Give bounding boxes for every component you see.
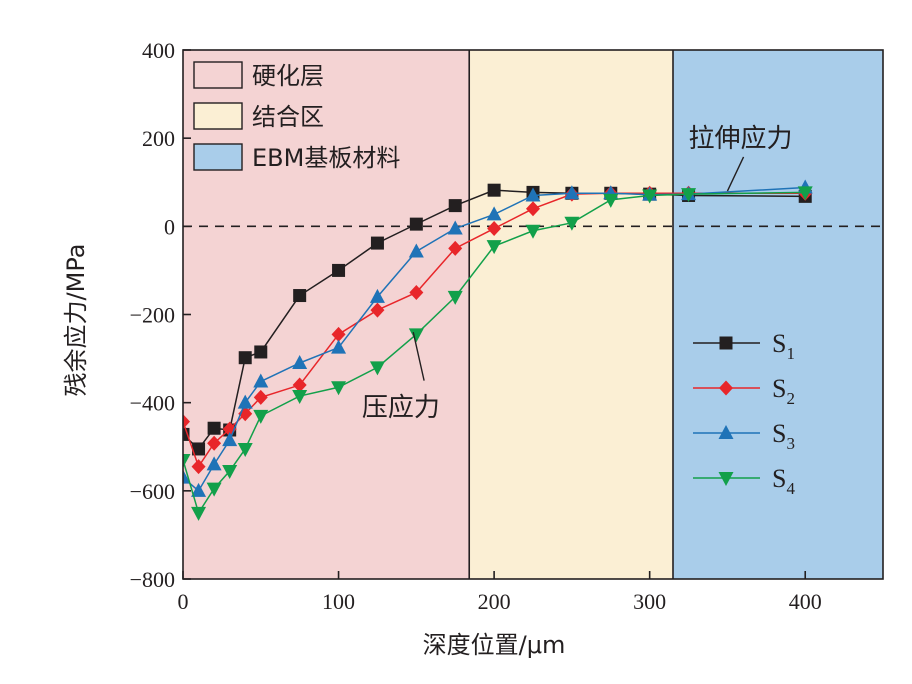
series-1-point [183,427,190,441]
x-tick-label: 200 [478,589,511,614]
y-tick-label: −600 [130,479,175,504]
series-4-point [222,464,238,479]
series-4-point [237,442,253,457]
region-legend-swatch [193,102,243,130]
series-3-point [237,394,253,409]
series-4-point [564,216,580,231]
series-4-point [191,506,207,521]
y-tick-label: 400 [142,38,175,63]
series-4-point [183,453,191,468]
y-axis-title: 残余应力/MPa [62,244,90,397]
y-tick-label: −200 [130,303,175,328]
series-4-point [253,409,269,424]
series-4-point [447,290,463,305]
region-legend-label: 结合区 [252,103,324,131]
series-1-point [207,421,221,435]
x-axis-title: 深度位置/μm [423,631,566,659]
series-1-point [332,263,346,277]
annotation-tensile: 拉伸应力 [689,124,793,154]
series-4-point [525,224,541,239]
x-tick-label: 0 [178,589,189,614]
y-tick-label: 200 [142,126,175,151]
annotation-compressive: 压应力 [362,393,440,423]
region-legend-swatch [193,61,243,89]
x-tick-label: 300 [633,589,666,614]
x-tick-label: 400 [789,589,822,614]
series-3-point [525,187,541,202]
series-2-point [292,377,307,393]
y-tick-label: 0 [164,214,175,239]
x-tick-label: 100 [322,589,355,614]
series-legend-marker [719,380,733,396]
series-3-point [253,373,269,388]
series-legend-marker [719,336,733,350]
series-1-point [254,345,268,359]
series-2-point [526,201,540,217]
series-3-point [447,220,463,235]
region-legend-label: EBM基板材料 [252,144,400,172]
series-4-point [642,189,658,204]
series-2-point [448,240,463,256]
region-2-band [469,50,673,579]
series-legend-marker [718,472,734,486]
region-1-band [183,50,470,579]
series-4-point [681,188,697,203]
series-3-point [331,339,347,354]
region-dividers [468,50,674,579]
series-2-point [183,414,190,430]
series-3-point [408,243,424,258]
series-4-point [369,361,385,376]
series-2-point [331,326,346,342]
series-layer [183,179,813,521]
series-3-point [564,185,580,200]
series-4 [183,186,813,521]
series-4-point [603,193,619,208]
series-4-point [206,482,222,497]
series-3-point [292,354,308,369]
series-2-point [207,435,222,451]
region-legend-swatch [193,143,243,171]
series-4-point [292,390,308,405]
series-3-point [369,288,385,303]
series-3-point [191,482,207,497]
series-3-point [486,206,502,221]
region-3-band [673,50,883,579]
series-legend-marker [718,425,734,439]
axis-ticks: 0 100 200 300 400 −800 −600 −400 −200 0 200 400 [130,38,822,614]
series-3-point [206,456,222,471]
series-2-point [191,459,206,475]
series-3-point [222,432,238,447]
region-backgrounds [183,50,883,579]
series-1-point [192,442,206,456]
series-1-point [487,183,501,197]
series-2-point [487,221,502,237]
series-1-point [409,217,423,231]
series-1-point [370,236,384,250]
series-1-point [293,289,307,303]
y-tick-label: −400 [130,391,175,416]
series-2-point [253,389,268,405]
y-tick-label: −800 [130,567,175,592]
series-4-point [331,381,347,396]
region-legend-label: 硬化层 [252,62,324,90]
series-4-point [797,186,813,201]
series-1-point [448,199,462,213]
series-2-point [409,284,424,300]
series-1-point [238,351,252,365]
series-4-point [408,328,424,343]
series-2-point [370,302,385,318]
annotation-compressive-pointer [412,331,425,381]
annotation-tensile-pointer [726,156,745,192]
series-4-point [486,240,502,255]
